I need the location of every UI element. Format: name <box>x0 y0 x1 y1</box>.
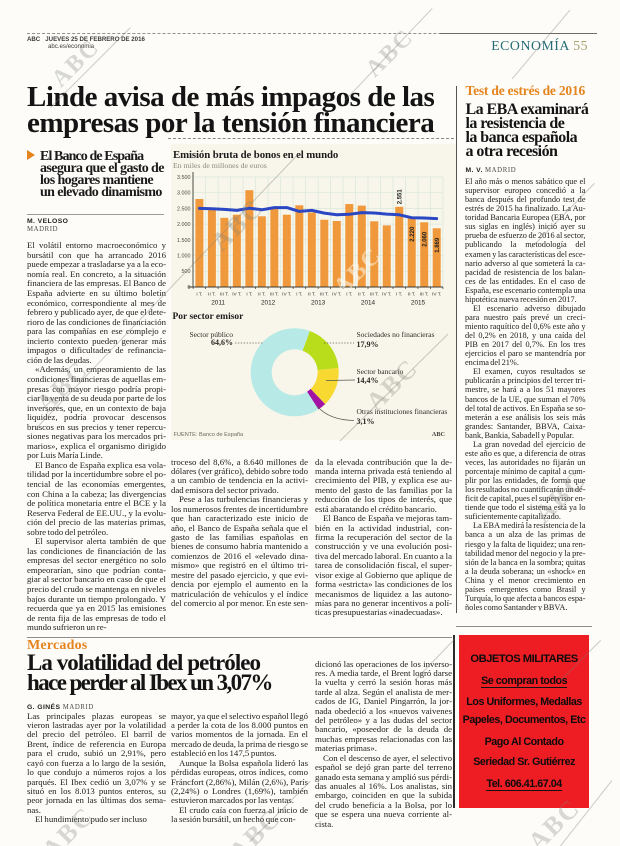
svg-text:I T.: I T. <box>246 292 252 297</box>
svg-text:III T.: III T. <box>270 292 279 297</box>
svg-text:1.500: 1.500 <box>177 238 191 244</box>
svg-text:I T.: I T. <box>396 292 402 297</box>
svg-text:II T.: II T. <box>408 292 415 297</box>
svg-text:2013: 2013 <box>311 300 326 307</box>
svg-text:500: 500 <box>182 269 191 275</box>
svg-text:2.551: 2.551 <box>397 189 403 205</box>
svg-text:2014: 2014 <box>361 300 376 307</box>
svg-text:1.000: 1.000 <box>177 254 191 260</box>
svg-text:2011: 2011 <box>211 300 225 307</box>
svg-text:II T.: II T. <box>308 292 315 297</box>
svg-text:I T.: I T. <box>346 292 352 297</box>
svg-text:III T.: III T. <box>420 292 429 297</box>
svg-text:IV T.: IV T. <box>232 292 241 297</box>
svg-text:IV T.: IV T. <box>282 292 291 297</box>
svg-text:I T.: I T. <box>196 292 202 297</box>
svg-text:IV T.: IV T. <box>432 292 441 297</box>
svg-text:IV T.: IV T. <box>382 292 391 297</box>
svg-text:III T.: III T. <box>370 292 379 297</box>
svg-text:III T.: III T. <box>220 292 229 297</box>
svg-text:2.000: 2.000 <box>177 222 191 228</box>
svg-text:II T.: II T. <box>208 292 215 297</box>
svg-text:2012: 2012 <box>261 300 276 307</box>
svg-text:2.060: 2.060 <box>422 231 428 247</box>
svg-text:I T.: I T. <box>296 292 302 297</box>
svg-text:2.220: 2.220 <box>410 226 416 242</box>
svg-text:II T.: II T. <box>358 292 365 297</box>
svg-text:0: 0 <box>188 285 191 291</box>
svg-text:III T.: III T. <box>320 292 329 297</box>
svg-text:3.000: 3.000 <box>177 191 191 197</box>
svg-text:2.500: 2.500 <box>177 206 191 212</box>
svg-text:1.869: 1.869 <box>435 237 441 253</box>
svg-text:II T.: II T. <box>258 292 265 297</box>
svg-text:3.500: 3.500 <box>177 175 191 181</box>
svg-text:IV T.: IV T. <box>332 292 341 297</box>
svg-text:2015: 2015 <box>411 300 426 307</box>
